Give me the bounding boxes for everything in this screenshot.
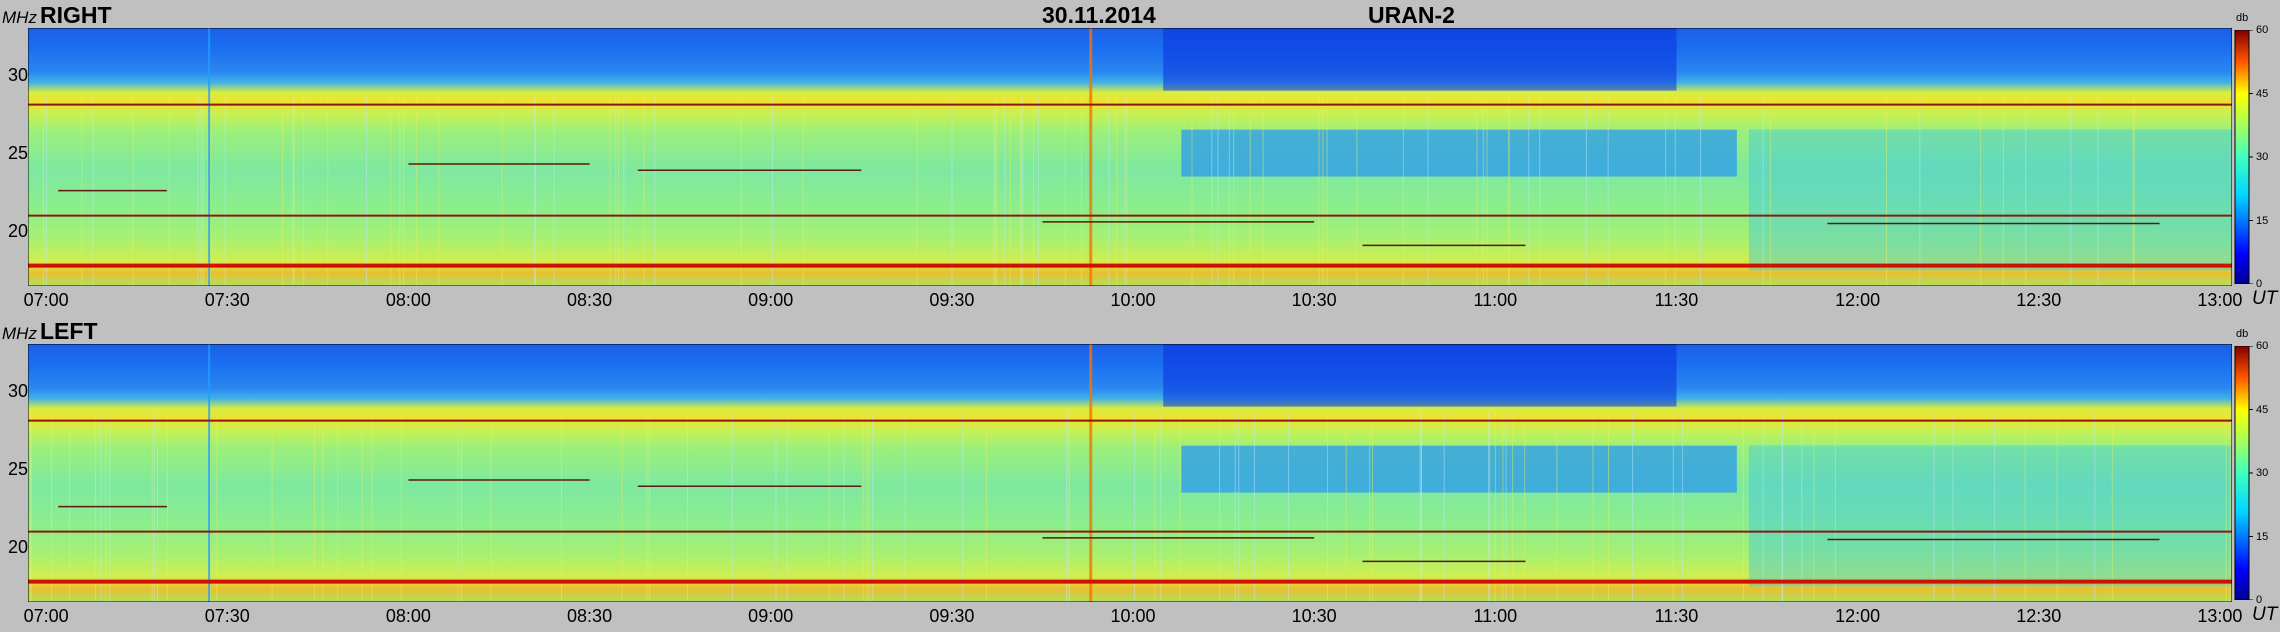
y-unit-label: MHz [2,8,37,27]
colorbar-tick-label: 30 [2256,467,2269,479]
x-tick-label: 10:30 [1291,290,1337,310]
x-tick-label: 12:30 [2016,606,2062,626]
colorbar-tick-label: 15 [2256,530,2269,543]
x-tick-label: 07:30 [204,606,250,626]
y-ticks: 30 25 20 [7,64,28,242]
x-tick-label: 11:00 [1473,606,1518,626]
y-tick-label: 25 [7,143,28,164]
low-intensity-region-right [1748,445,2232,587]
y-tick-label: 20 [7,221,28,242]
x-tick-label: 11:30 [1654,290,1699,310]
heatmap-background [28,344,2232,602]
colorbar-tick-label: 45 [2256,403,2269,416]
panel-title: RIGHT [40,2,112,28]
y-tick-label: 30 [7,64,28,85]
x-tick-label: 11:00 [1473,290,1518,310]
heatmap-background [28,28,2232,286]
low-intensity-region [1181,445,1737,493]
x-tick-label: 09:30 [929,290,975,310]
colorbar-tick-label: 60 [2256,340,2269,352]
x-tick-label: 09:00 [748,606,794,626]
x-tick-label: 08:00 [385,606,431,626]
x-unit-label: UT [2252,604,2278,625]
low-intensity-region-top [1163,28,1677,91]
colorbar-unit-label: db [2236,328,2249,340]
x-tick-label: 09:00 [748,290,794,310]
y-tick-label: 20 [7,537,28,558]
instrument-label: URAN-2 [1368,2,1455,28]
colorbar-gradient [2234,30,2250,284]
x-tick-label: 08:30 [567,290,613,310]
x-tick-label: 10:00 [1110,290,1156,310]
x-tick-label: 12:30 [2016,290,2062,310]
spectrogram-plot [28,28,2232,286]
x-tick-label: 10:30 [1291,606,1337,626]
y-tick-label: 25 [7,459,28,480]
colorbar-tick-label: 15 [2256,214,2269,227]
x-tick-label: 07:30 [204,290,250,310]
x-unit-label: UT [2252,288,2278,309]
x-tick-label: 12:00 [1835,606,1881,626]
x-tick-label: 08:00 [385,290,431,310]
y-tick-label: 30 [7,380,28,401]
low-intensity-region [1181,129,1737,177]
colorbar-tick-label: 60 [2256,24,2269,36]
colorbar-tick-label: 45 [2256,87,2269,100]
x-tick-label: 11:30 [1654,606,1699,626]
x-tick-label: 07:00 [23,290,69,310]
date-label: 30.11.2014 [1042,2,1156,28]
spectrogram-panel-right: MHz RIGHT 30 25 20 07:00 07:30 08:00 08:30 09:… [2,2,2278,310]
panel-title: LEFT [40,318,98,344]
x-tick-label: 13:00 [2197,290,2243,310]
x-tick-label: 13:00 [2197,606,2243,626]
x-tick-label: 08:30 [567,606,613,626]
x-tick-label: 10:00 [1110,606,1156,626]
x-ticks: 07:00 07:30 08:00 08:30 09:00 09:30 10:00 10:30… [23,290,2243,310]
x-ticks: 07:00 07:30 08:00 08:30 09:00 09:30 10:00 10:30… [0,316,2280,632]
colorbar-tick-label: 30 [2256,151,2269,163]
colorbar-gradient [2234,346,2250,600]
low-intensity-region-top [1163,344,1677,407]
colorbar [2234,30,2253,284]
spectrogram-panel-left: MHz LEFT 30 25 20 07:00 07:30 08:00 08:30 09:0… [0,316,2280,632]
x-tick-label: 09:30 [929,606,975,626]
colorbar [2234,346,2253,600]
x-tick-label: 07:00 [23,606,69,626]
y-ticks: 30 25 20 [0,316,2280,632]
x-tick-label: 12:00 [1835,290,1881,310]
colorbar-tick-label: 0 [2256,594,2263,606]
colorbar-tick-label: 0 [2256,278,2263,290]
spectrogram-plot [28,344,2232,602]
colorbar-unit-label: db [2236,12,2249,24]
y-unit-label: MHz [2,324,37,343]
low-intensity-region-right [1748,129,2232,271]
